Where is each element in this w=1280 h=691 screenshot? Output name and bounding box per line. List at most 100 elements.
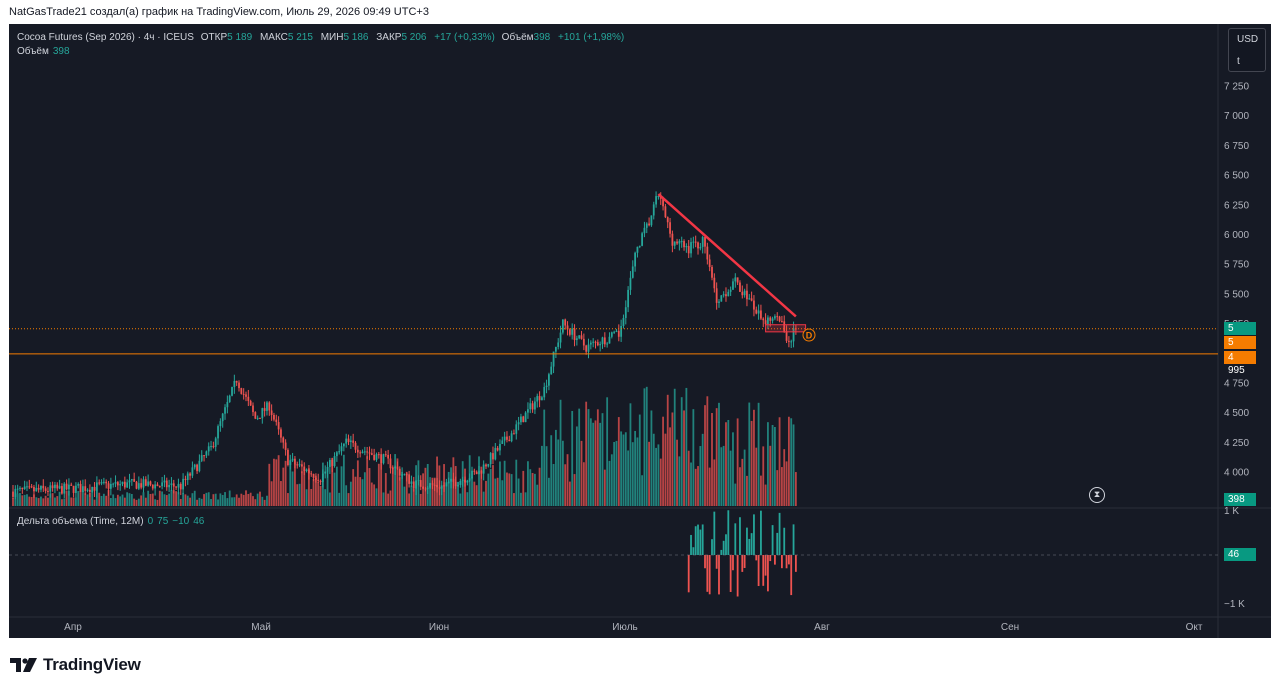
volume-bar xyxy=(88,492,91,506)
candle-body xyxy=(168,484,171,488)
candle-body xyxy=(713,277,716,289)
volume-bar xyxy=(410,485,413,506)
volume-bar xyxy=(757,402,760,506)
volume-bar xyxy=(781,467,783,506)
delta-bar xyxy=(701,524,704,555)
time-tick-label: Окт xyxy=(1186,622,1203,633)
volume-bar xyxy=(114,498,117,506)
candle-body xyxy=(767,317,769,325)
candle-body xyxy=(685,246,688,248)
volume-bar xyxy=(701,433,704,506)
volume-bar xyxy=(652,433,655,506)
candle-body xyxy=(298,464,301,466)
candle-body xyxy=(571,328,574,335)
volume-bar xyxy=(541,445,543,506)
volume-bar xyxy=(664,433,667,506)
volume-bar xyxy=(275,459,278,506)
candle-body xyxy=(261,408,264,419)
volume-bar xyxy=(191,493,194,506)
volume-bar xyxy=(557,439,560,506)
volume-bar xyxy=(482,491,485,506)
candle-body xyxy=(732,281,734,290)
volume-bar xyxy=(37,498,40,506)
candle-body xyxy=(715,288,718,303)
volume-bar xyxy=(522,470,525,506)
volume-bar xyxy=(179,498,182,506)
volume-bar xyxy=(671,412,674,506)
candle-body xyxy=(377,454,380,456)
volume-bar xyxy=(394,454,397,506)
volume-bar xyxy=(697,466,699,506)
volume-bar xyxy=(156,499,159,506)
candle-body xyxy=(552,351,555,367)
replay-icon[interactable]: ⧗ xyxy=(1089,487,1105,503)
candle-body xyxy=(214,438,217,447)
volume-bar xyxy=(422,473,424,506)
candle-body xyxy=(147,481,150,486)
currency-unit-selector[interactable]: USD t xyxy=(1228,28,1266,72)
pattern-box xyxy=(765,324,807,333)
delta-bar xyxy=(741,555,744,572)
volume-bar xyxy=(310,488,313,506)
candle-body xyxy=(259,417,261,419)
volume-bar xyxy=(338,492,341,506)
volume-bar xyxy=(582,462,585,506)
candle-body xyxy=(424,488,427,490)
volume-bar xyxy=(347,493,350,506)
delta-bar xyxy=(778,512,781,555)
volume-bar xyxy=(198,497,201,506)
low-label: МИН xyxy=(320,32,344,43)
volume-bar xyxy=(77,491,80,506)
delta-bar xyxy=(762,555,765,586)
volume-bar xyxy=(186,495,189,506)
volume-bar xyxy=(592,422,595,506)
volume-bar xyxy=(63,498,66,506)
volume-bar xyxy=(489,468,492,506)
volume-bar xyxy=(184,494,187,506)
candle-body xyxy=(678,241,681,244)
delta-bar xyxy=(727,510,730,555)
candle-body xyxy=(585,345,588,352)
time-tick-label: Сен xyxy=(1001,622,1019,633)
volume-bar xyxy=(550,435,553,506)
delta-bar xyxy=(794,555,797,572)
candle-body xyxy=(154,484,157,489)
candle-body xyxy=(589,342,592,345)
candle-body xyxy=(398,468,401,476)
candle-body xyxy=(522,416,525,423)
volume-bar xyxy=(361,479,364,506)
volume-bar xyxy=(280,481,282,506)
volume-bar xyxy=(219,493,222,506)
candle-body xyxy=(634,252,637,267)
volume-bar xyxy=(137,498,140,506)
tradingview-logo[interactable]: TradingView xyxy=(10,655,141,674)
volume-bar xyxy=(333,472,336,506)
delta-bar xyxy=(783,527,786,555)
candle-body xyxy=(534,401,536,410)
delta-bar xyxy=(694,526,697,555)
candle-body xyxy=(266,402,268,411)
volume-bar xyxy=(163,494,166,506)
candle-body xyxy=(315,477,317,480)
volume-bar xyxy=(508,473,511,506)
volume-label: Объём xyxy=(501,32,534,43)
candle-body xyxy=(769,317,772,321)
candle-body xyxy=(210,446,212,448)
grid xyxy=(9,24,1271,638)
volume-bar xyxy=(54,497,56,506)
volume-bar xyxy=(40,496,42,506)
volume-bar xyxy=(429,482,431,506)
candle-body xyxy=(648,223,650,226)
delta-bar xyxy=(774,555,776,565)
candle-body xyxy=(212,446,215,448)
volume-bar xyxy=(70,497,73,506)
candle-body xyxy=(587,344,590,352)
candle-body xyxy=(617,330,620,337)
candle-body xyxy=(687,246,690,254)
delta-bar xyxy=(697,524,699,555)
volume-bar xyxy=(384,473,387,506)
candle-body xyxy=(193,464,196,468)
volume-bar xyxy=(16,493,19,506)
